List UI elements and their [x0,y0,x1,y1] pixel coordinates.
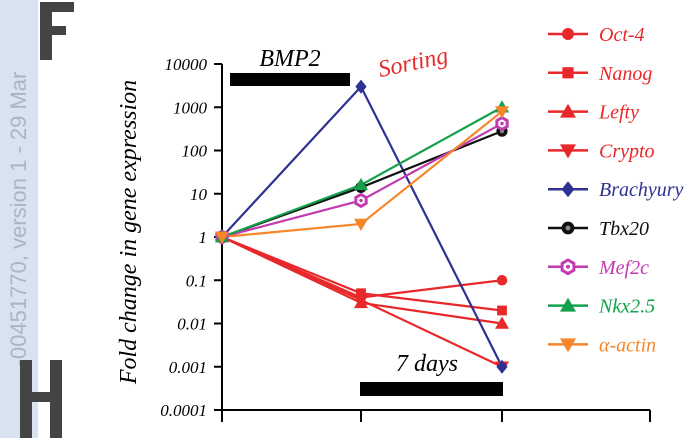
data-point--actin [354,218,368,231]
sorting-label: Sorting [376,43,451,83]
legend-item-brachyury: Brachyury [548,179,684,201]
legend-marker [560,297,576,312]
data-point-nkx2-5 [354,177,368,191]
legend-item-mef2c: Mef2c [548,257,649,279]
legend-marker [560,258,576,276]
data-point-mef2c [354,192,368,209]
legend-label: Crypto [599,140,655,162]
legend-item-nkx2-5: Nkx2.5 [548,296,655,318]
legend-marker [561,221,575,235]
legend-label: Mef2c [598,257,649,279]
y-axis-label: Fold change in gene expression [116,80,142,385]
legend-label: α-actin [599,334,656,356]
data-point-nanog [497,305,507,316]
y-tick-label: 0.1 [186,271,207,290]
y-tick-label: 0.0001 [160,401,207,420]
data-point-mef2c [495,115,509,132]
y-tick-label: 10000 [165,55,208,74]
series-line-nkx2-5 [221,106,503,239]
legend-item-tbx20: Tbx20 [548,218,649,240]
data-point-nanog [356,288,366,299]
legend-label: Lefty [598,102,639,124]
legend-label: Nanog [598,63,652,85]
bmp2-label: BMP2 [259,46,320,72]
data-point-lefty [495,316,509,329]
watermark-glyph-h [20,360,62,438]
legend-item-nanog: Nanog [548,63,652,85]
y-tick-label: 1000 [173,98,208,117]
legend-item-crypto: Crypto [548,140,655,162]
bmp2-bar [230,73,350,86]
legend-marker [560,103,576,118]
data-point--actin [495,106,509,119]
series-line-lefty [221,236,503,325]
legend-label: Oct-4 [599,24,645,46]
y-tick-label: 1 [199,228,208,247]
watermark-glyph-f [40,2,74,60]
legend-item-lefty: Lefty [548,102,639,124]
y-tick-label: 0.01 [177,315,207,334]
y-tick-label: 100 [182,142,208,161]
legend-marker [562,28,574,40]
y-tick-label: 0.001 [169,358,207,377]
seven-days-bar [360,382,503,396]
data-point-oct-4 [496,275,508,286]
data-point-crypto [354,294,368,307]
legend-label: Tbx20 [599,218,649,240]
data-point--actin [215,231,229,244]
legend-marker [560,144,576,159]
legend-marker [560,338,576,353]
legend-label: Nkx2.5 [598,296,655,318]
legend-marker [562,67,574,79]
legend-label: Brachyury [599,179,684,201]
legend-marker [561,181,575,198]
data-point-brachyury [355,79,367,94]
legend-item-oct-4: Oct-4 [548,24,645,46]
y-tick-label: 10 [190,185,208,204]
data-point-brachyury [496,359,508,374]
legend-item--actin: α-actin [548,334,656,356]
seven-days-label: 7 days [396,351,458,377]
